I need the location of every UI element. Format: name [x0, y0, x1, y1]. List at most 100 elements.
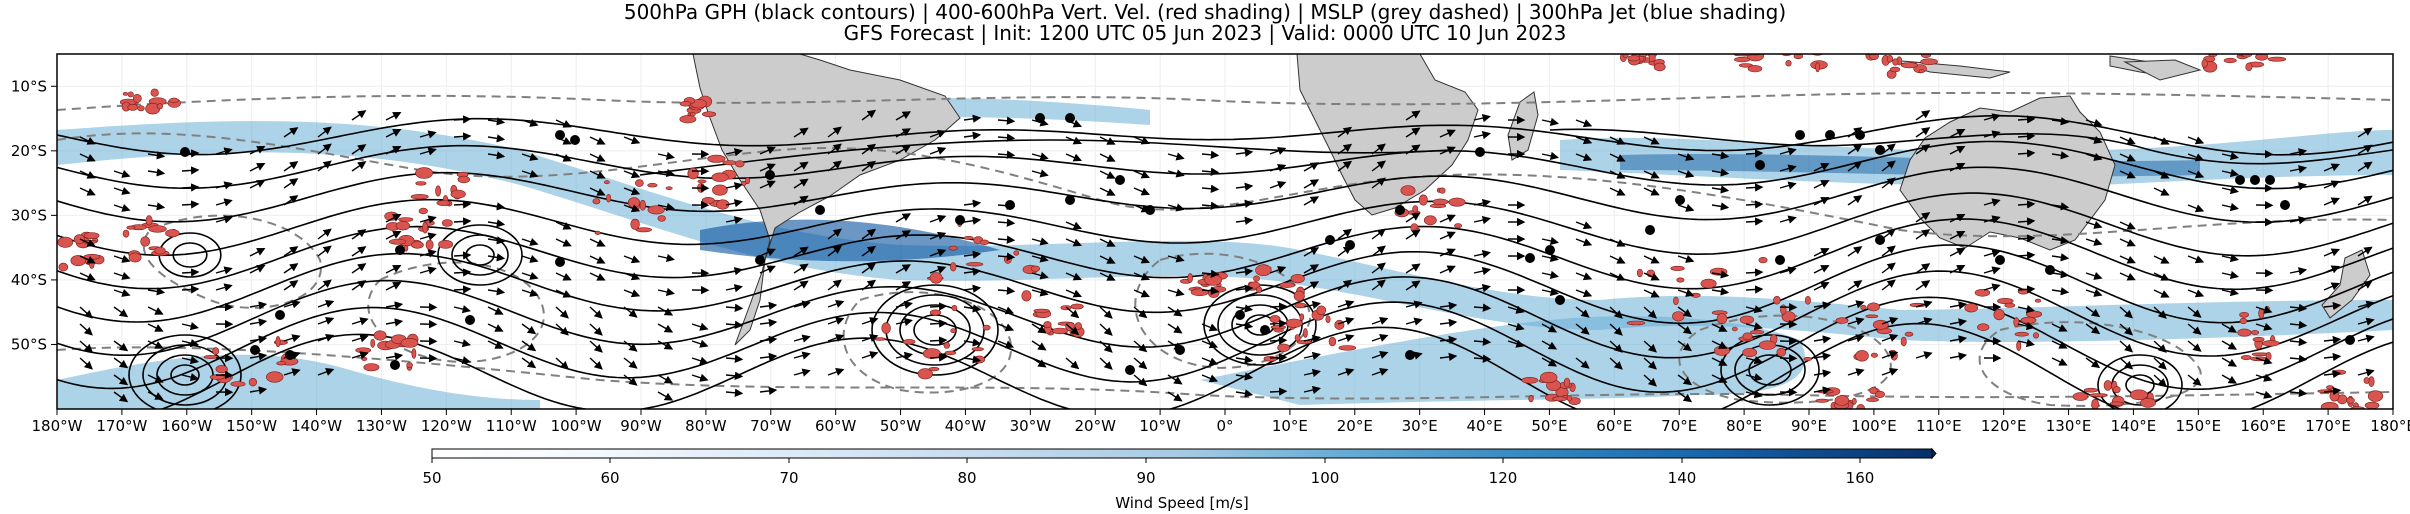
wind-arrow	[283, 280, 299, 291]
wind-arrow	[827, 368, 845, 376]
wind-arrow	[2119, 323, 2134, 336]
wind-arrow	[1133, 340, 1148, 353]
wind-arrow	[2051, 323, 2068, 332]
wind-arrow	[997, 150, 1016, 159]
wind-arrow	[2221, 357, 2238, 367]
vertical-velocity-patch	[2014, 331, 2029, 337]
vertical-velocity-patch	[215, 365, 228, 374]
wind-arrow	[1847, 317, 1865, 326]
wind-arrow	[1541, 270, 1559, 280]
wind-arrow	[147, 391, 164, 400]
wind-arrow	[2187, 153, 2205, 162]
wind-arrow	[1643, 289, 1660, 298]
vertical-velocity-patch	[1867, 302, 1880, 312]
wind-arrow	[1031, 340, 1047, 351]
colorbar-tick-label: 160	[1846, 469, 1875, 487]
colorbar-tick-label: 80	[957, 469, 976, 487]
wind-arrow	[555, 153, 572, 162]
wind-arrow	[657, 287, 675, 297]
wind-arrow	[453, 285, 472, 294]
lat-tick-label: 50°S	[11, 335, 47, 353]
vertical-velocity-patch	[415, 167, 434, 179]
vertical-velocity-patch	[411, 348, 417, 359]
wind-arrow	[759, 352, 778, 362]
wind-arrow	[2051, 270, 2070, 279]
wind-arrow	[2221, 340, 2238, 350]
wind-arrow	[861, 262, 877, 274]
vertical-velocity-patch	[1739, 315, 1754, 324]
wind-arrow	[1609, 272, 1626, 281]
lon-tick-label: 100°E	[1851, 417, 1897, 435]
wind-arrow	[1881, 333, 1899, 342]
observation-dot	[1855, 130, 1865, 140]
observation-dot	[1555, 295, 1565, 305]
wind-arrow	[1643, 272, 1660, 281]
wind-arrow	[555, 221, 572, 230]
wind-arrow	[555, 119, 572, 128]
wind-arrow	[1949, 264, 1966, 274]
vertical-velocity-patch	[2083, 387, 2099, 393]
wind-arrow	[1507, 339, 1525, 348]
vertical-velocity-patch	[948, 245, 958, 251]
wind-arrow	[1303, 281, 1320, 291]
wind-arrow	[555, 238, 572, 247]
wind-arrow	[1609, 170, 1626, 179]
wind-arrow	[1065, 153, 1082, 162]
wind-arrow	[1813, 197, 1830, 206]
vertical-velocity-patch	[2240, 355, 2252, 361]
wind-arrow	[963, 131, 982, 140]
gph-closed-low	[128, 334, 242, 409]
wind-arrow	[249, 386, 268, 395]
wind-arrow	[1099, 323, 1113, 336]
vertical-velocity-patch	[2089, 393, 2108, 398]
vertical-velocity-patch	[1750, 329, 1765, 335]
gph-contour	[57, 166, 2393, 223]
wind-arrow	[997, 116, 1016, 125]
wind-arrow	[1745, 373, 1763, 382]
wind-arrow	[1439, 301, 1458, 311]
vertical-velocity-patch	[400, 337, 419, 348]
wind-arrow	[793, 263, 809, 274]
vertical-velocity-patch	[687, 167, 699, 180]
wind-arrow	[2017, 321, 2035, 331]
vertical-velocity-patch	[2267, 56, 2287, 62]
wind-arrow	[351, 246, 367, 257]
vertical-velocity-patch	[145, 215, 153, 226]
vertical-velocity-patch	[1920, 54, 1932, 58]
wind-arrow	[725, 216, 743, 225]
vertical-velocity-patch	[594, 230, 601, 235]
wind-arrow	[283, 334, 301, 343]
vertical-velocity-patch	[881, 322, 891, 334]
wind-arrow	[147, 323, 164, 332]
wind-arrow	[351, 280, 367, 291]
wind-arrow	[1847, 127, 1863, 138]
wind-arrow	[725, 354, 744, 363]
observation-dot	[180, 147, 190, 157]
vertical-velocity-patch	[917, 368, 933, 380]
wind-arrow	[1677, 288, 1695, 297]
vertical-velocity-patch	[1439, 187, 1446, 194]
observation-dot	[465, 315, 475, 325]
wind-arrow	[1813, 335, 1832, 344]
vertical-velocity-patch	[435, 185, 441, 197]
lon-tick-label: 100°W	[551, 417, 602, 435]
wind-arrow	[2085, 357, 2101, 369]
gph-contour	[57, 218, 2393, 291]
wind-arrow	[2323, 386, 2342, 396]
wind-arrow	[793, 368, 811, 377]
wind-arrow	[1099, 136, 1116, 145]
colorbar-tick-label: 60	[600, 469, 619, 487]
wind-arrow	[1745, 217, 1764, 226]
vertical-velocity-patch	[606, 194, 612, 203]
wind-arrow	[793, 246, 809, 257]
wind-arrow	[2289, 148, 2308, 157]
wind-arrow	[1473, 266, 1491, 276]
wind-arrow	[2017, 304, 2035, 314]
vertical-velocity-patch	[1918, 69, 1925, 74]
wind-arrow	[1405, 229, 1421, 240]
wind-arrow	[1711, 287, 1730, 296]
wind-arrow	[113, 374, 129, 386]
wind-arrow	[147, 340, 164, 349]
vertical-velocity-patch	[943, 341, 950, 349]
wind-arrow	[1847, 161, 1863, 172]
